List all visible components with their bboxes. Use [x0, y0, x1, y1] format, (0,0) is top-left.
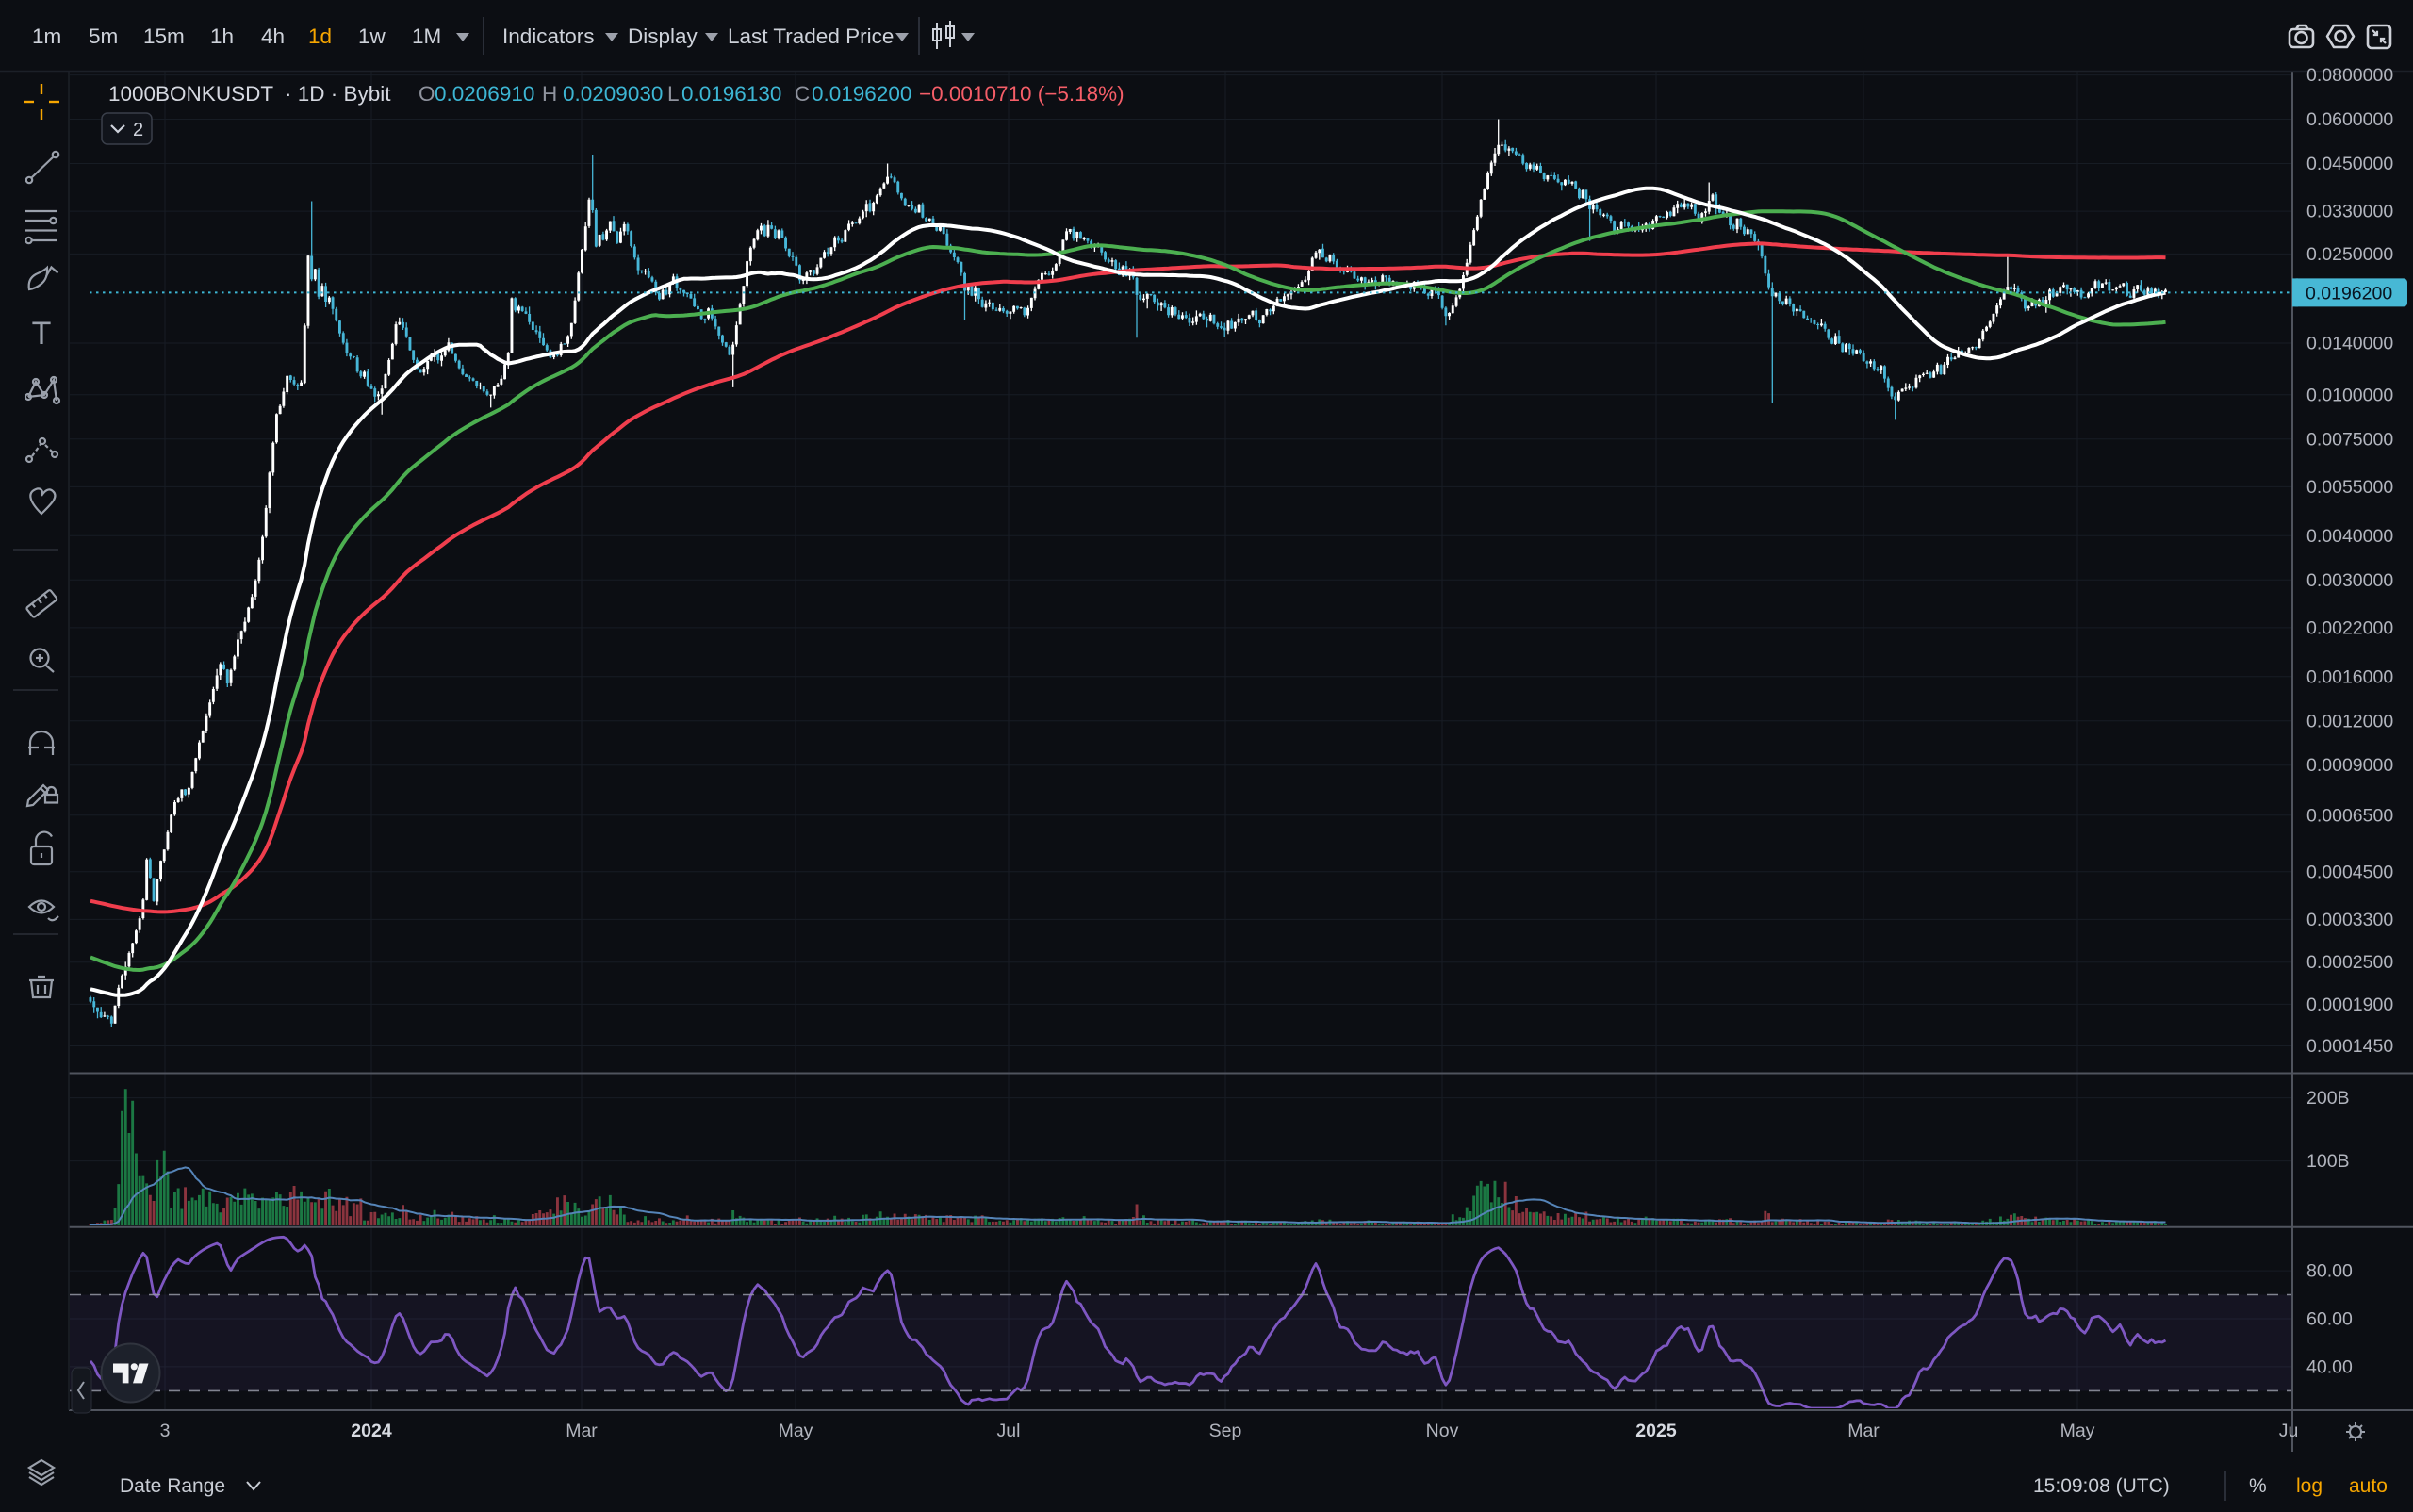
svg-text:0.0075000: 0.0075000	[2306, 429, 2393, 450]
svg-text:0.0100000: 0.0100000	[2306, 385, 2393, 405]
svg-text:0.0250000: 0.0250000	[2306, 244, 2393, 265]
svg-text:May: May	[779, 1421, 813, 1441]
svg-text:0.0030000: 0.0030000	[2306, 570, 2393, 591]
svg-text:4h: 4h	[261, 25, 285, 48]
svg-text:40.00: 40.00	[2306, 1357, 2353, 1378]
svg-text:T: T	[32, 316, 52, 352]
svg-text:0.0003300: 0.0003300	[2306, 910, 2393, 930]
svg-text:0.0016000: 0.0016000	[2306, 666, 2393, 687]
svg-text:1d: 1d	[308, 25, 332, 48]
svg-text:0.0004500: 0.0004500	[2306, 862, 2393, 882]
svg-text:15:09:08 (UTC): 15:09:08 (UTC)	[2033, 1475, 2170, 1497]
svg-text:0.0002500: 0.0002500	[2306, 952, 2393, 973]
svg-text:0.0001450: 0.0001450	[2306, 1036, 2393, 1057]
svg-text:Sep: Sep	[1209, 1421, 1242, 1441]
svg-text:Nov: Nov	[1426, 1421, 1459, 1441]
svg-text:−0.0010710 (−5.18%): −0.0010710 (−5.18%)	[919, 82, 1124, 106]
svg-text:0.0800000: 0.0800000	[2306, 65, 2393, 86]
svg-text:0.0196130: 0.0196130	[681, 82, 781, 106]
svg-text:L: L	[667, 82, 680, 106]
svg-text:0.0330000: 0.0330000	[2306, 202, 2393, 222]
svg-text:C: C	[795, 82, 810, 106]
svg-text:15m: 15m	[143, 25, 185, 48]
svg-text:auto: auto	[2349, 1475, 2388, 1497]
svg-text:0.0206910: 0.0206910	[435, 82, 534, 106]
svg-text:0.0055000: 0.0055000	[2306, 477, 2393, 498]
svg-text:2025: 2025	[1635, 1421, 1677, 1441]
svg-text:2024: 2024	[351, 1421, 392, 1441]
svg-text:5m: 5m	[89, 25, 118, 48]
svg-text:Indicators: Indicators	[502, 25, 595, 48]
svg-text:· 1D · Bybit: · 1D · Bybit	[285, 82, 391, 106]
svg-text:Display: Display	[628, 25, 698, 48]
svg-text:1M: 1M	[412, 25, 441, 48]
svg-text:0.0012000: 0.0012000	[2306, 711, 2393, 731]
svg-text:0.0006500: 0.0006500	[2306, 805, 2393, 826]
svg-text:%: %	[2249, 1475, 2267, 1497]
svg-text:Jul: Jul	[997, 1421, 1021, 1441]
svg-text:60.00: 60.00	[2306, 1309, 2353, 1330]
svg-text:0.0450000: 0.0450000	[2306, 154, 2393, 174]
svg-text:0.0600000: 0.0600000	[2306, 109, 2393, 130]
svg-text:O: O	[419, 82, 435, 106]
svg-text:H: H	[542, 82, 557, 106]
svg-text:1000BONKUSDT: 1000BONKUSDT	[108, 82, 273, 106]
svg-text:0.0022000: 0.0022000	[2306, 617, 2393, 638]
svg-text:1w: 1w	[358, 25, 386, 48]
svg-text:80.00: 80.00	[2306, 1261, 2353, 1282]
svg-text:1h: 1h	[210, 25, 234, 48]
svg-text:Mar: Mar	[1847, 1421, 1880, 1441]
svg-text:Last Traded Price: Last Traded Price	[728, 25, 894, 48]
svg-text:Date Range: Date Range	[120, 1475, 225, 1497]
svg-text:0.0209030: 0.0209030	[563, 82, 663, 106]
svg-text:200B: 200B	[2306, 1088, 2350, 1109]
svg-text:Ju: Ju	[2279, 1421, 2299, 1441]
svg-text:100B: 100B	[2306, 1151, 2350, 1172]
svg-text:0.0196200: 0.0196200	[2306, 283, 2392, 304]
svg-text:Mar: Mar	[566, 1421, 598, 1441]
svg-text:1m: 1m	[32, 25, 61, 48]
svg-text:0.0040000: 0.0040000	[2306, 526, 2393, 547]
svg-text:0.0140000: 0.0140000	[2306, 334, 2393, 354]
svg-text:0.0196200: 0.0196200	[812, 82, 911, 106]
svg-text:0.0009000: 0.0009000	[2306, 755, 2393, 776]
svg-text:log: log	[2296, 1475, 2323, 1497]
svg-text:3: 3	[160, 1421, 171, 1441]
svg-text:May: May	[2060, 1421, 2095, 1441]
svg-text:2: 2	[133, 120, 143, 140]
svg-text:0.0001900: 0.0001900	[2306, 994, 2393, 1015]
